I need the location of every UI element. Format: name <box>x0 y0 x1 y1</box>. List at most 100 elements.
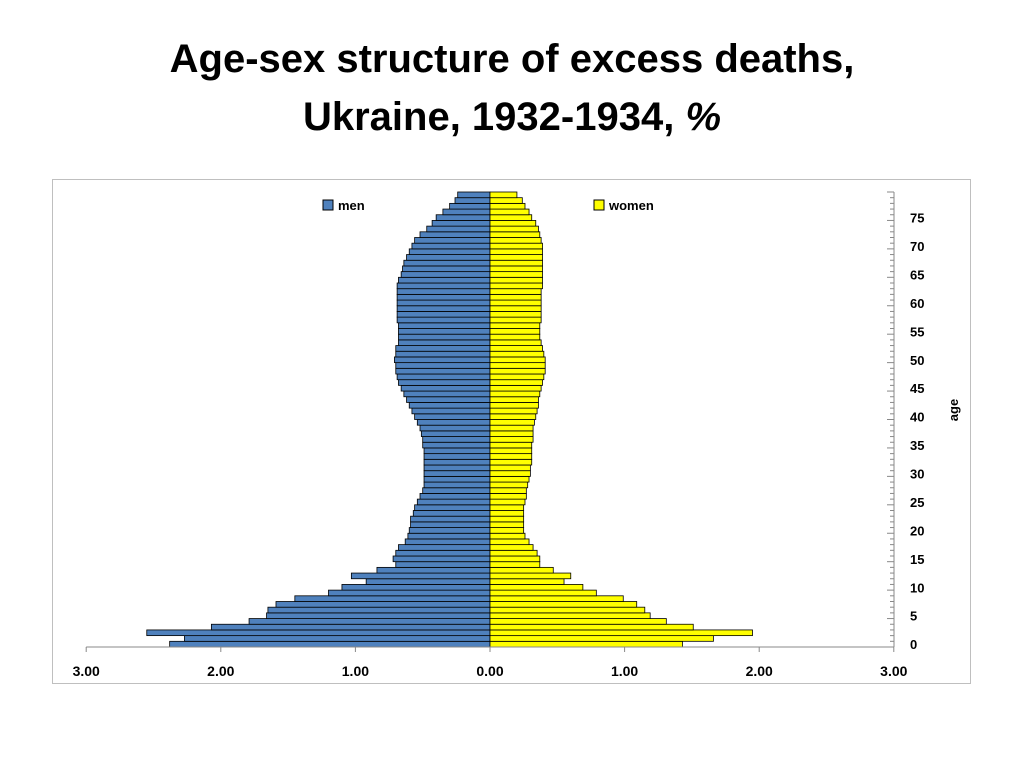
women-bar <box>489 282 543 290</box>
men-bar <box>435 214 491 221</box>
women-bar <box>489 510 525 517</box>
men-bar <box>266 612 491 619</box>
women-bar <box>489 407 538 415</box>
men-bar <box>248 618 491 625</box>
men-bar <box>423 475 491 483</box>
men-bar <box>294 595 491 602</box>
y-axis-tick-label: 20 <box>910 523 924 538</box>
men-bar <box>416 419 491 426</box>
women-bar <box>489 475 530 483</box>
men-bar <box>398 339 491 346</box>
men-bar <box>394 356 491 364</box>
women-bar <box>489 532 526 540</box>
women-bar <box>489 271 543 278</box>
women-bar <box>489 481 529 489</box>
women-bar <box>489 208 530 216</box>
women-bar <box>489 305 542 312</box>
y-axis-tick-label: 65 <box>910 267 924 282</box>
men-bar <box>423 464 491 472</box>
men-bar <box>422 436 491 443</box>
women-bar <box>489 561 541 568</box>
women-bar <box>489 390 541 398</box>
men-bar <box>275 601 491 608</box>
men-bar <box>376 566 491 574</box>
y-axis-title: age <box>946 399 961 421</box>
men-bar <box>423 453 491 460</box>
men-bar <box>341 584 491 591</box>
men-bar <box>169 640 491 648</box>
men-bar <box>398 276 491 284</box>
y-axis-tick-label: 45 <box>910 381 924 396</box>
men-bar <box>395 350 491 358</box>
men-bar <box>210 623 491 631</box>
men-bar <box>396 305 491 312</box>
men-bar <box>419 231 491 238</box>
men-bar <box>396 282 491 290</box>
women-bar <box>489 612 651 619</box>
men-bar <box>400 384 491 392</box>
men-bar <box>395 345 491 352</box>
men-bar <box>398 322 491 329</box>
men-bar <box>395 367 491 375</box>
women-bar <box>489 464 531 472</box>
women-bar <box>489 259 543 267</box>
y-axis-tick-label: 30 <box>910 467 924 482</box>
legend-swatch-women <box>593 199 605 211</box>
women-bar <box>489 265 543 273</box>
x-axis-tick-label: 2.00 <box>746 663 773 679</box>
women-bar <box>489 453 533 460</box>
men-bar <box>422 441 491 449</box>
men-bar <box>442 208 491 216</box>
men-bar <box>449 202 491 210</box>
women-bar <box>489 555 541 563</box>
x-axis-tick-label: 0.00 <box>476 663 503 679</box>
men-bar <box>431 220 491 227</box>
men-bar <box>365 578 491 585</box>
y-axis-tick-label: 50 <box>910 353 924 368</box>
men-bar <box>392 555 491 563</box>
men-bar <box>398 544 491 551</box>
men-bar <box>416 498 491 506</box>
women-bar <box>489 367 546 375</box>
men-bar <box>406 396 491 403</box>
men-bar <box>423 447 491 455</box>
women-bar <box>489 225 539 233</box>
y-axis-tick-label: 70 <box>910 239 924 254</box>
women-bar <box>489 276 543 284</box>
women-bar <box>489 572 572 580</box>
legend-swatch-men <box>322 199 334 211</box>
women-bar <box>489 293 542 301</box>
men-bar <box>457 191 491 199</box>
title-line-2: Ukraine, 1932-1934, % <box>0 88 1024 146</box>
women-bar <box>489 549 538 557</box>
women-bar <box>489 504 525 511</box>
x-axis-tick-label: 1.00 <box>611 663 638 679</box>
men-bar <box>412 510 491 517</box>
women-bar <box>489 350 545 358</box>
women-bar <box>489 373 545 381</box>
women-bar <box>489 379 543 386</box>
women-bar <box>489 595 624 602</box>
women-bar <box>489 640 683 648</box>
women-bar <box>489 237 542 244</box>
women-bar <box>489 441 533 449</box>
men-bar <box>396 293 491 301</box>
women-bar <box>489 623 694 631</box>
men-bar <box>328 589 491 597</box>
women-bar <box>489 493 527 500</box>
men-bar <box>420 430 491 437</box>
men-bar <box>396 311 491 318</box>
women-bar <box>489 328 541 335</box>
men-bar <box>398 379 491 386</box>
women-bar <box>489 413 537 420</box>
women-bar <box>489 242 543 250</box>
men-bar <box>396 316 491 324</box>
men-bar <box>403 390 491 398</box>
men-bar <box>414 413 491 420</box>
title-line-1: Age-sex structure of excess deaths, <box>169 37 855 81</box>
women-bar <box>489 254 543 261</box>
women-bar <box>489 191 518 199</box>
men-bar <box>419 424 491 432</box>
men-bar <box>395 362 491 369</box>
